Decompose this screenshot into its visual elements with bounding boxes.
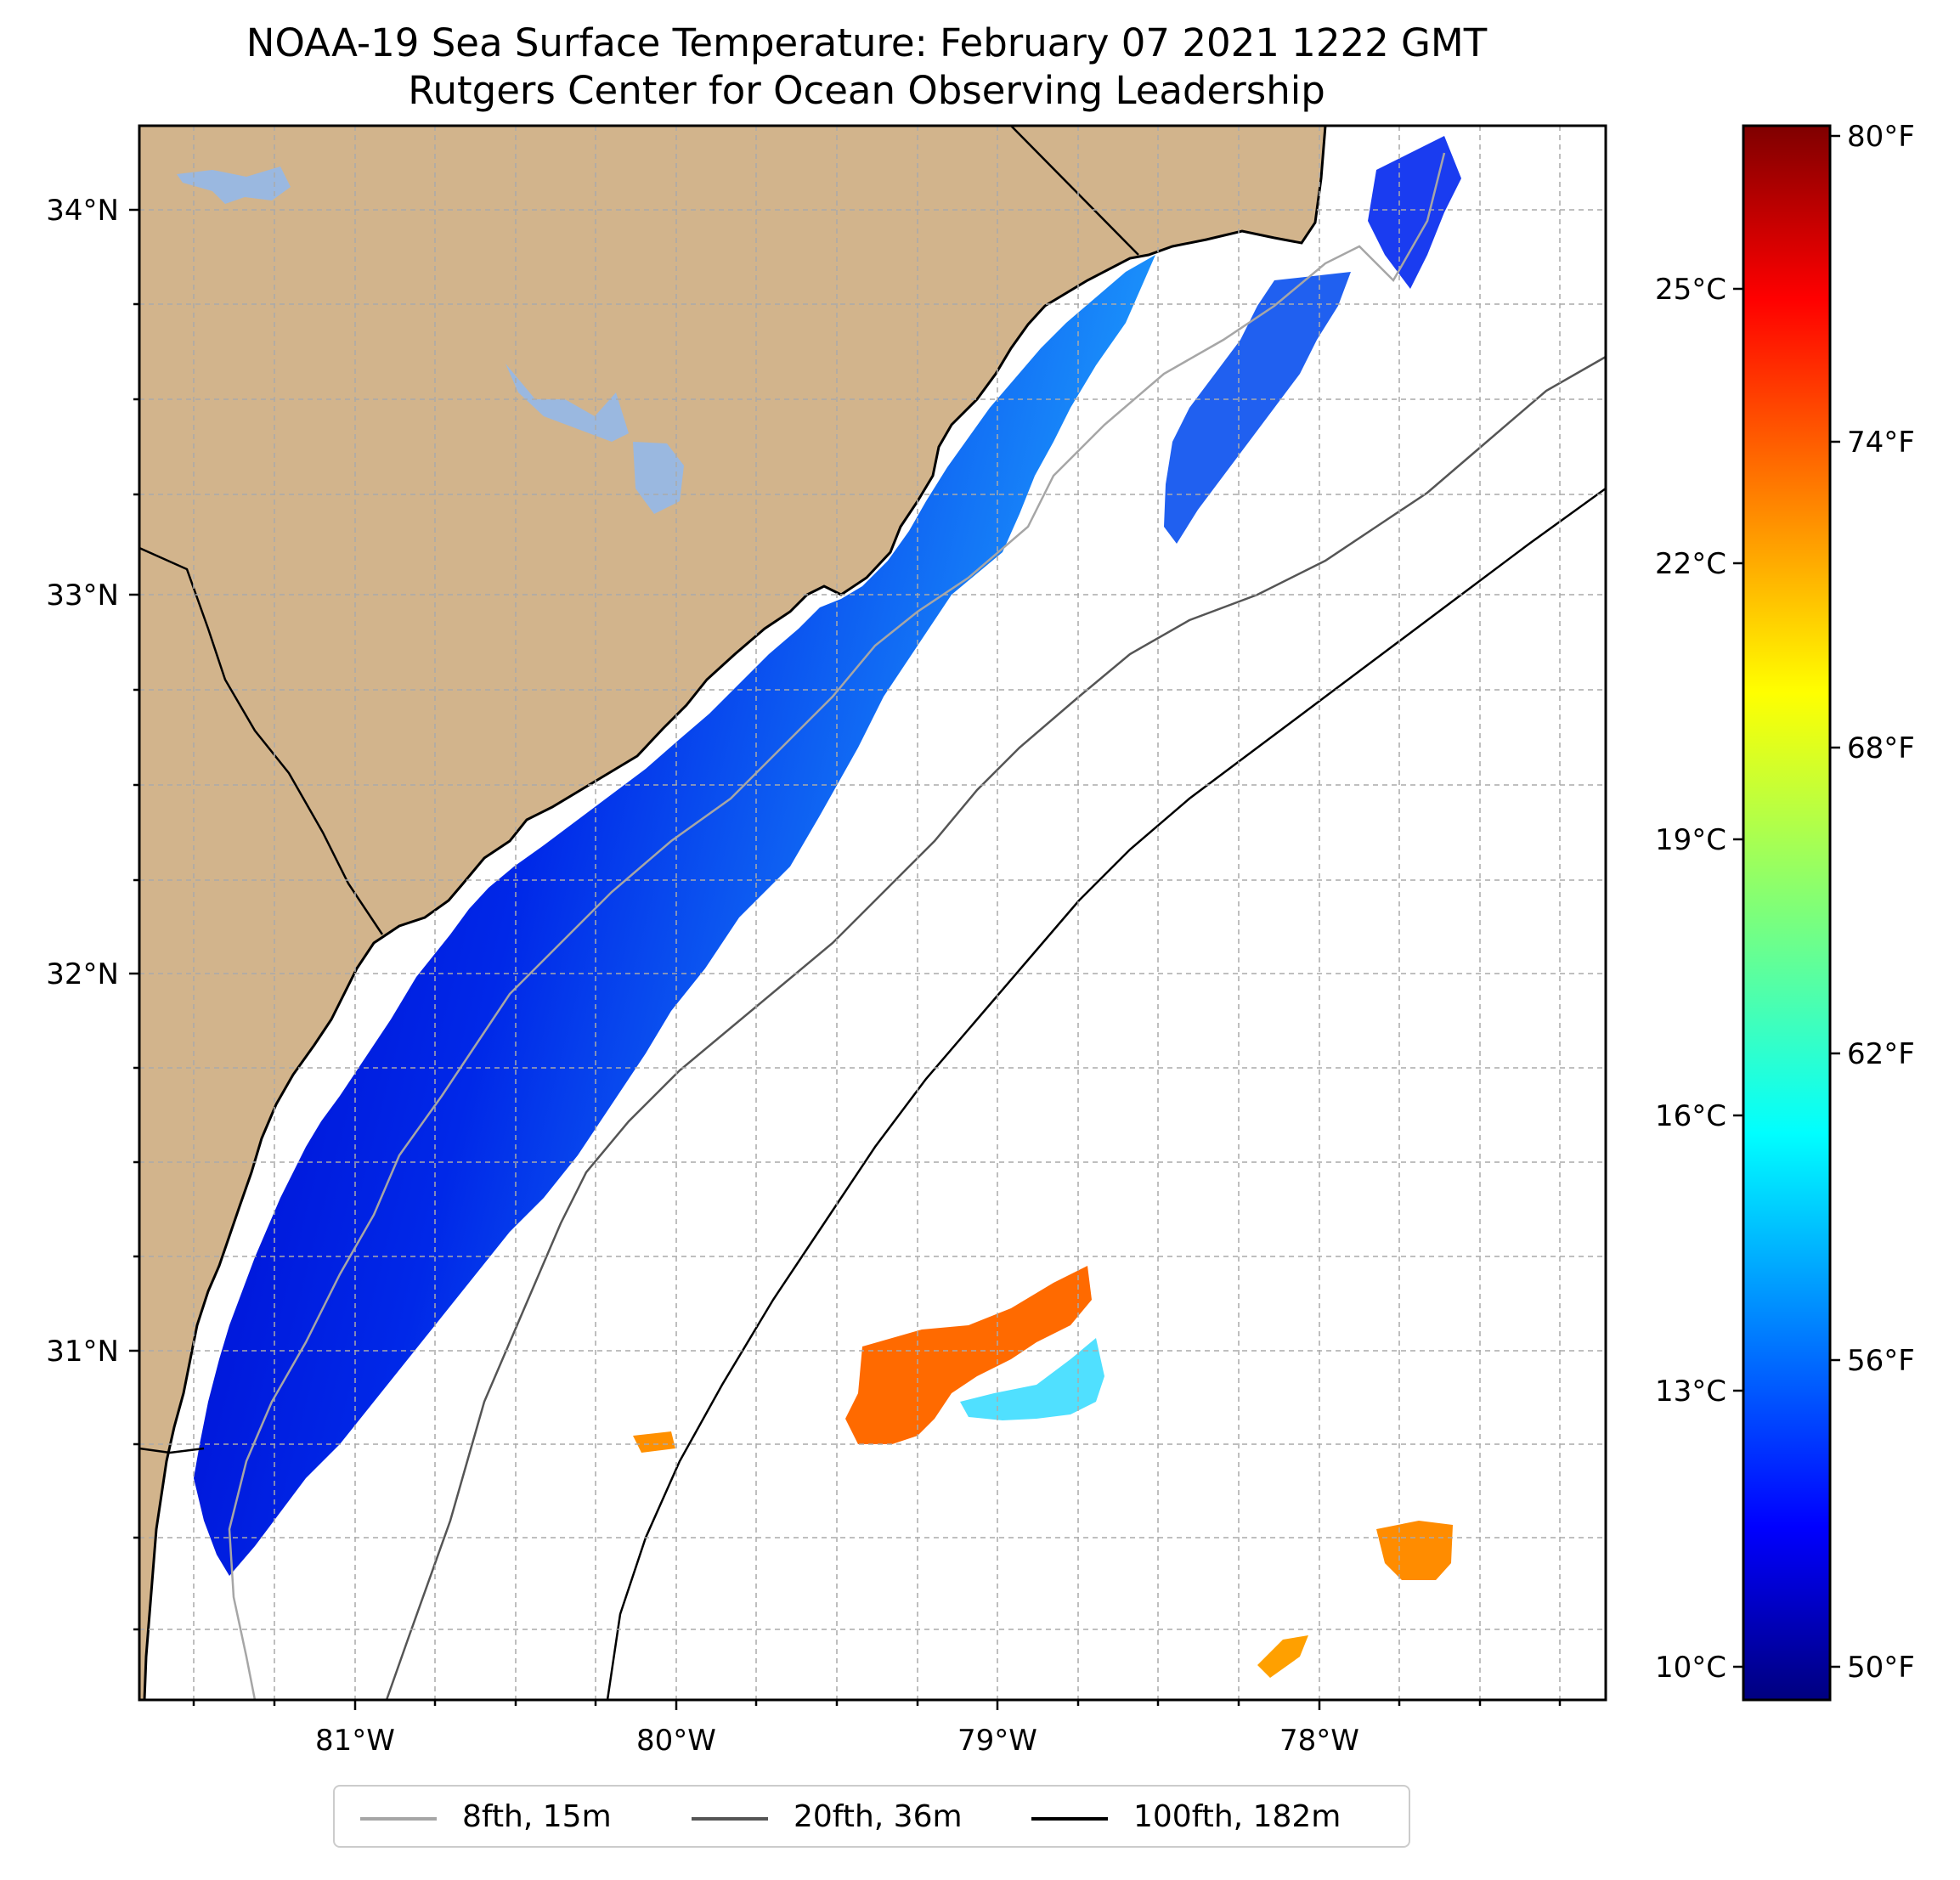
colorbar-celsius-label: 22°C bbox=[1655, 547, 1726, 581]
colorbar-fahrenheit-label: 50°F bbox=[1847, 1651, 1915, 1685]
colorbar-fahrenheit-ticks bbox=[1830, 134, 1840, 1668]
state-boundary bbox=[1010, 126, 1139, 256]
colorbar-celsius-label: 19°C bbox=[1655, 823, 1726, 857]
lon-tick-label: 79°W bbox=[957, 1724, 1037, 1758]
lake-marion bbox=[177, 167, 291, 204]
warm-patch-3 bbox=[1257, 1635, 1308, 1678]
lat-tick-label: 32°N bbox=[46, 957, 119, 991]
legend-label: 20fth, 36m bbox=[794, 1799, 963, 1834]
colorbar-fahrenheit-label: 74°F bbox=[1847, 426, 1915, 460]
colorbar bbox=[1742, 124, 1832, 1702]
lat-tick-label: 33°N bbox=[46, 579, 119, 613]
gridlines bbox=[139, 126, 1606, 1700]
colorbar-fahrenheit-label: 62°F bbox=[1847, 1037, 1915, 1071]
lon-tick-label: 78°W bbox=[1279, 1724, 1359, 1758]
contour-20fth bbox=[385, 355, 1606, 1700]
contour-legend: 8fth, 15m 20fth, 36m 100fth, 182m bbox=[333, 1785, 1410, 1848]
map-area bbox=[139, 126, 1606, 1700]
colorbar-celsius-ticks bbox=[1733, 287, 1743, 1668]
lat-tick-marks bbox=[129, 208, 139, 1631]
legend-label: 8fth, 15m bbox=[462, 1799, 612, 1834]
legend-label: 100fth, 182m bbox=[1133, 1799, 1341, 1834]
florida-boundary bbox=[139, 1447, 205, 1454]
land bbox=[139, 126, 1327, 1700]
warm-patch-ring bbox=[960, 1338, 1104, 1420]
figure-subtitle: Rutgers Center for Ocean Observing Leade… bbox=[408, 68, 1325, 113]
contour-8fth bbox=[228, 152, 1446, 1700]
contour-100fth bbox=[606, 487, 1606, 1700]
figure-title: NOAA-19 Sea Surface Temperature: Februar… bbox=[246, 20, 1488, 65]
colorbar-celsius-label: 25°C bbox=[1655, 273, 1726, 307]
warm-patch-2 bbox=[1376, 1521, 1453, 1580]
lon-tick-label: 81°W bbox=[315, 1724, 395, 1758]
sst-cold-band bbox=[194, 255, 1155, 1576]
lon-tick-marks bbox=[192, 1700, 1562, 1710]
lon-tick-label: 80°W bbox=[636, 1724, 716, 1758]
lake-small bbox=[633, 442, 684, 514]
colorbar-celsius-label: 10°C bbox=[1655, 1651, 1726, 1685]
legend-swatch bbox=[1031, 1817, 1108, 1821]
lat-tick-label: 31°N bbox=[46, 1335, 119, 1369]
legend-swatch bbox=[360, 1817, 437, 1821]
legend-swatch bbox=[692, 1817, 768, 1821]
sst-offshore-patch bbox=[1164, 272, 1351, 544]
lake-moultrie bbox=[506, 364, 629, 442]
colorbar-fahrenheit-label: 68°F bbox=[1847, 731, 1915, 765]
georgia-boundary bbox=[139, 546, 384, 935]
warm-patch-4 bbox=[633, 1431, 675, 1453]
colorbar-celsius-label: 13°C bbox=[1655, 1375, 1726, 1409]
colorbar-fahrenheit-label: 80°F bbox=[1847, 120, 1915, 154]
colorbar-fahrenheit-label: 56°F bbox=[1847, 1344, 1915, 1378]
colorbar-celsius-label: 16°C bbox=[1655, 1099, 1726, 1133]
lat-tick-label: 34°N bbox=[46, 194, 119, 228]
map-frame bbox=[138, 124, 1607, 1702]
warm-patch-1 bbox=[845, 1266, 1092, 1444]
